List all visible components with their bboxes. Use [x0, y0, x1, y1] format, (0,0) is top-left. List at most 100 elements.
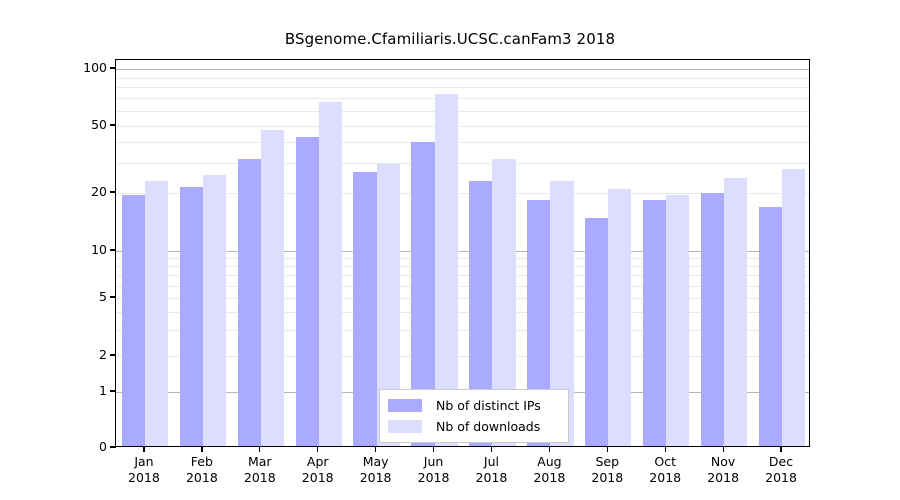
y-axis-tick-label: 20 [91, 184, 107, 199]
y-axis-tick-label: 1 [99, 383, 107, 398]
plot-area [115, 59, 810, 447]
x-axis-tick-year: 2018 [243, 470, 276, 485]
x-axis-tick-mark [432, 446, 435, 452]
chart-legend: Nb of distinct IPs Nb of downloads [379, 389, 569, 443]
x-axis-tick-year: 2018 [475, 470, 508, 485]
gridline [116, 266, 809, 268]
y-axis-tick-label: 0 [99, 439, 107, 454]
legend-label-ips: Nb of distinct IPs [436, 398, 541, 413]
x-axis-tick-label: Aug 2018 [509, 454, 589, 486]
bar-distinct-ips [643, 199, 667, 446]
x-axis-tick-label: Jul 2018 [451, 454, 531, 486]
x-axis-tick-month: May [362, 454, 389, 469]
bar-distinct-ips [700, 193, 725, 446]
bar-distinct-ips [527, 199, 551, 446]
bar-downloads [202, 174, 227, 446]
gridline [116, 285, 809, 287]
bar-downloads [550, 180, 574, 446]
x-axis-tick-label: Nov 2018 [683, 454, 763, 486]
x-axis-tick-month: Apr [306, 454, 329, 469]
gridline [116, 142, 809, 144]
y-axis-tick-mark [110, 390, 116, 392]
bar-distinct-ips [121, 195, 145, 446]
bar-distinct-ips [585, 217, 609, 446]
bar-downloads [144, 180, 169, 446]
bar-distinct-ips [758, 207, 783, 446]
bar-group [411, 60, 458, 446]
gridline [116, 251, 809, 252]
gridline [116, 258, 809, 260]
legend-item-ips: Nb of distinct IPs [388, 395, 560, 416]
bar-group [237, 60, 284, 446]
bar-group [758, 60, 806, 446]
bar-group [643, 60, 690, 446]
x-axis-tick-month: Feb [190, 454, 213, 469]
y-axis-tick-mark [110, 446, 116, 448]
gridline [116, 69, 809, 70]
bar-downloads [782, 169, 806, 446]
x-axis-tick-year: 2018 [128, 470, 160, 485]
x-axis-tick-year: 2018 [185, 470, 218, 485]
bar-downloads [492, 158, 516, 446]
x-axis-tick-mark [317, 446, 319, 452]
x-axis-tick-label: Oct 2018 [625, 454, 705, 486]
x-axis-tick-label: Apr 2018 [278, 454, 358, 486]
gridline [116, 330, 809, 332]
x-axis-tick-mark [143, 446, 145, 452]
y-axis-tick-mark [110, 354, 116, 356]
legend-swatch-ips [388, 399, 422, 412]
x-axis-tick-label: Mar 2018 [220, 454, 300, 486]
x-axis-tick-mark [664, 446, 666, 452]
bar-downloads [608, 189, 632, 446]
x-axis-tick-label: Jan 2018 [104, 454, 184, 486]
bar-group [527, 60, 574, 446]
gridline [116, 126, 809, 127]
x-axis-tick-mark [490, 446, 493, 452]
y-axis-tick-label: 2 [99, 347, 107, 362]
y-axis-tick-label: 100 [83, 60, 107, 75]
x-axis-tick-year: 2018 [707, 470, 740, 485]
bar-group [179, 60, 227, 446]
x-axis-tick-month: Sep [595, 454, 620, 469]
bar-group [585, 60, 632, 446]
bars-layer [116, 60, 809, 446]
bar-group [121, 60, 169, 446]
x-axis-tick-month: Jul [483, 454, 499, 469]
gridline [116, 312, 809, 314]
y-axis-tick-label: 50 [91, 117, 107, 132]
gridline [116, 356, 809, 357]
legend-item-downloads: Nb of downloads [388, 416, 560, 437]
x-axis-tick-mark [548, 446, 551, 452]
x-axis-tick-year: 2018 [359, 470, 392, 485]
x-axis-tick-mark [606, 446, 608, 452]
x-axis-tick-label: Dec 2018 [741, 454, 821, 486]
y-axis-tick-label: 5 [99, 289, 107, 304]
gridline [116, 77, 809, 79]
bar-distinct-ips [179, 187, 203, 446]
x-axis-tick-year: 2018 [301, 470, 334, 485]
x-axis-tick-year: 2018 [417, 470, 450, 485]
x-axis-tick-label: Feb 2018 [162, 454, 242, 486]
x-axis-tick-year: 2018 [533, 470, 566, 485]
bar-downloads [666, 195, 690, 446]
chart-title: BSgenome.Cfamiliaris.UCSC.canFam3 2018 [284, 30, 616, 48]
legend-swatch-downloads [388, 420, 422, 433]
y-axis-tick-mark [110, 296, 116, 298]
bar-distinct-ips [295, 136, 319, 446]
gridline [116, 163, 809, 165]
x-axis-tick-month: Aug [537, 454, 562, 469]
x-axis-tick-year: 2018 [591, 470, 624, 485]
x-axis-tick-mark [201, 446, 203, 452]
x-axis-tick-mark [375, 446, 377, 452]
bar-group [295, 60, 342, 446]
bar-group [469, 60, 516, 446]
bar-distinct-ips [353, 171, 377, 446]
x-axis-tick-year: 2018 [649, 470, 682, 485]
x-axis-tick-month: Nov [710, 454, 736, 469]
x-axis-tick-label: May 2018 [336, 454, 416, 486]
bar-downloads [376, 163, 400, 446]
gridline [116, 193, 809, 194]
x-axis-tick-month: Dec [768, 454, 794, 469]
x-axis-tick-mark [259, 446, 261, 452]
bar-group [353, 60, 400, 446]
